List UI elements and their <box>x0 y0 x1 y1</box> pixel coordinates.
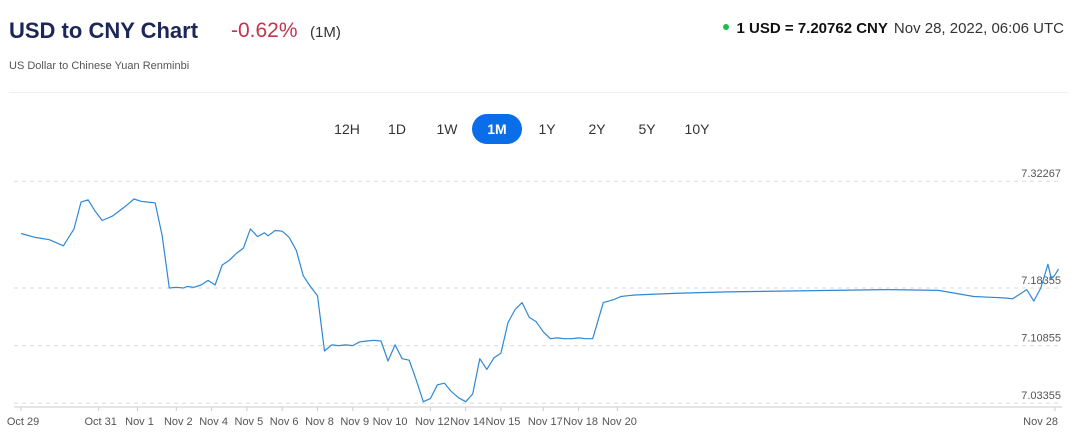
x-tick-label: Nov 20 <box>602 416 637 428</box>
tab-12h[interactable]: 12H <box>322 114 372 144</box>
x-tick-label: Oct 31 <box>84 416 116 428</box>
period-label: (1M) <box>310 24 341 41</box>
x-tick-label: Nov 28 <box>1023 416 1058 428</box>
live-dot-icon <box>722 24 729 31</box>
x-tick-label: Oct 29 <box>7 416 39 428</box>
x-tick-label: Nov 2 <box>164 416 193 428</box>
y-tick-label: 7.32267 <box>1021 168 1061 180</box>
x-tick-label: Nov 5 <box>235 416 264 428</box>
tab-1y[interactable]: 1Y <box>522 114 572 144</box>
x-tick-label: Nov 8 <box>305 416 334 428</box>
tab-10y[interactable]: 10Y <box>672 114 722 144</box>
range-tabs: 12H 1D 1W 1M 1Y 2Y 5Y 10Y <box>322 114 722 144</box>
x-tick-label: Nov 9 <box>340 416 369 428</box>
series-line <box>20 198 1060 403</box>
x-tick-label: Nov 10 <box>373 416 408 428</box>
change-percent: -0.62% <box>231 19 298 42</box>
x-tick-label: Nov 6 <box>270 416 299 428</box>
x-tick-label: Nov 14 <box>450 416 485 428</box>
chart-subtitle: US Dollar to Chinese Yuan Renminbi <box>9 60 190 72</box>
y-tick-label: 7.03355 <box>1021 390 1061 402</box>
header-divider <box>9 92 1069 93</box>
y-tick-label: 7.10855 <box>1021 333 1061 345</box>
x-tick-label: Nov 1 <box>125 416 154 428</box>
exchange-rate: 1 USD = 7.20762 CNY <box>736 20 888 37</box>
tab-1d[interactable]: 1D <box>372 114 422 144</box>
x-tick-label: Nov 4 <box>199 416 228 428</box>
x-tick-label: Nov 12 <box>415 416 450 428</box>
x-tick-label: Nov 15 <box>486 416 521 428</box>
rate-box: 1 USD = 7.20762 CNY Nov 28, 2022, 06:06 U… <box>722 20 1064 37</box>
tab-1w[interactable]: 1W <box>422 114 472 144</box>
x-tick-label: Nov 17 <box>528 416 563 428</box>
tab-1m[interactable]: 1M <box>472 114 522 144</box>
chart-header: USD to CNY Chart -0.62% (1M) 1 USD = 7.2… <box>9 16 1064 56</box>
x-tick-label: Nov 18 <box>563 416 598 428</box>
page-title: USD to CNY Chart <box>9 18 199 43</box>
tab-5y[interactable]: 5Y <box>622 114 672 144</box>
tab-2y[interactable]: 2Y <box>572 114 622 144</box>
rate-timestamp: Nov 28, 2022, 06:06 UTC <box>893 20 1064 37</box>
